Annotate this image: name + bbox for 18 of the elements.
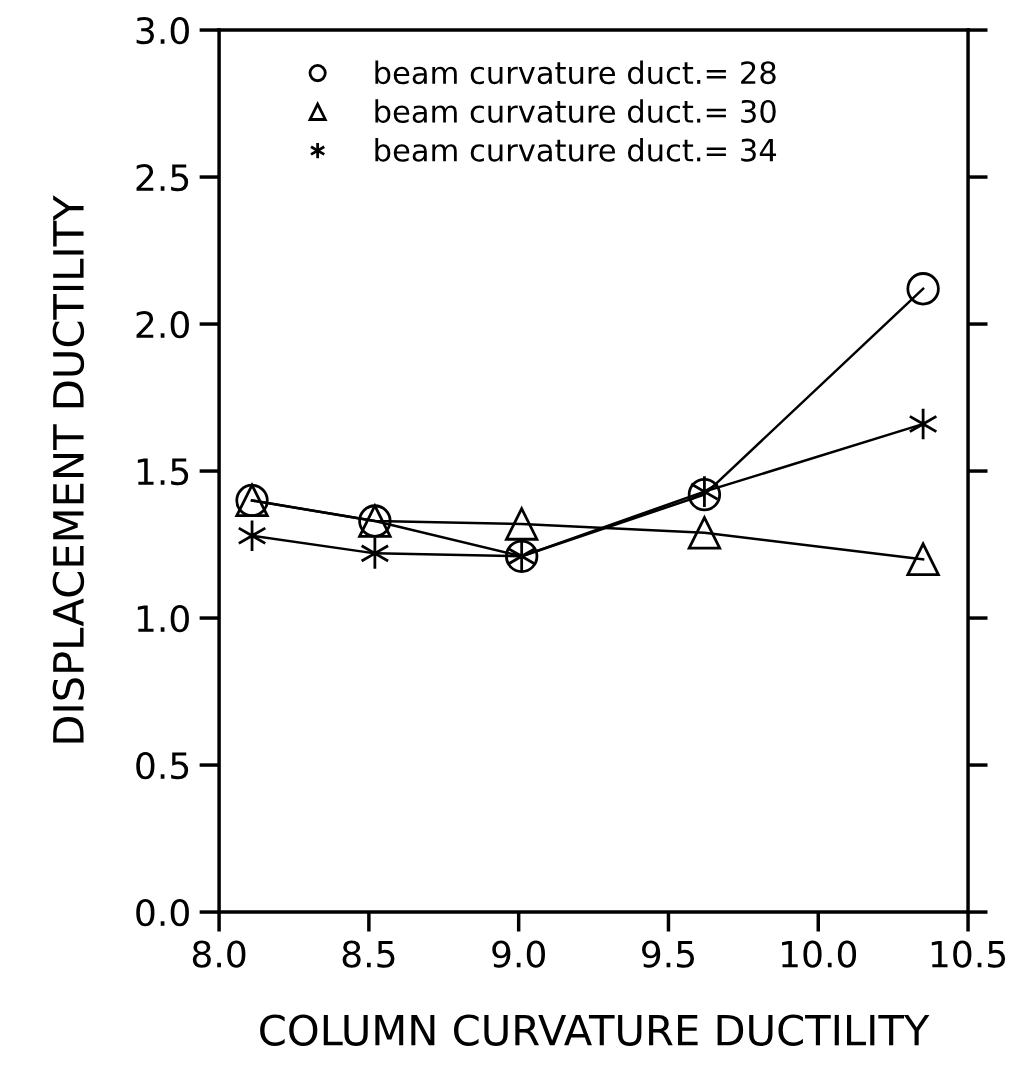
x-axis-title: COLUMN CURVATURE DUCTILITY bbox=[260, 1014, 930, 1046]
x-tick-label: 9.0 bbox=[492, 940, 545, 968]
y-tick-label: 1.0 bbox=[137, 604, 189, 633]
legend-label: beam curvature duct.= 30 bbox=[375, 99, 776, 123]
x-tick-label: 9.5 bbox=[642, 940, 695, 968]
x-tick-label: 8.0 bbox=[192, 940, 246, 968]
legend-label: beam curvature duct.= 34 bbox=[375, 138, 777, 162]
x-tick-label: 8.5 bbox=[342, 940, 395, 968]
legend-label: beam curvature duct.= 28 bbox=[375, 60, 776, 85]
y-tick-label: 0.0 bbox=[136, 898, 189, 927]
y-tick-label: 2.5 bbox=[136, 163, 189, 192]
x-tick-label: 10.5 bbox=[931, 940, 1006, 968]
x-tick-label: 10.0 bbox=[782, 940, 857, 968]
y-tick-label: 2.0 bbox=[136, 310, 189, 339]
y-tick-label: 3.0 bbox=[136, 16, 189, 45]
y-axis-title: DISPLACEMENT DUCTILITY bbox=[52, 195, 85, 743]
y-tick-label: 1.5 bbox=[137, 458, 189, 486]
y-tick-label: 0.5 bbox=[136, 751, 189, 780]
